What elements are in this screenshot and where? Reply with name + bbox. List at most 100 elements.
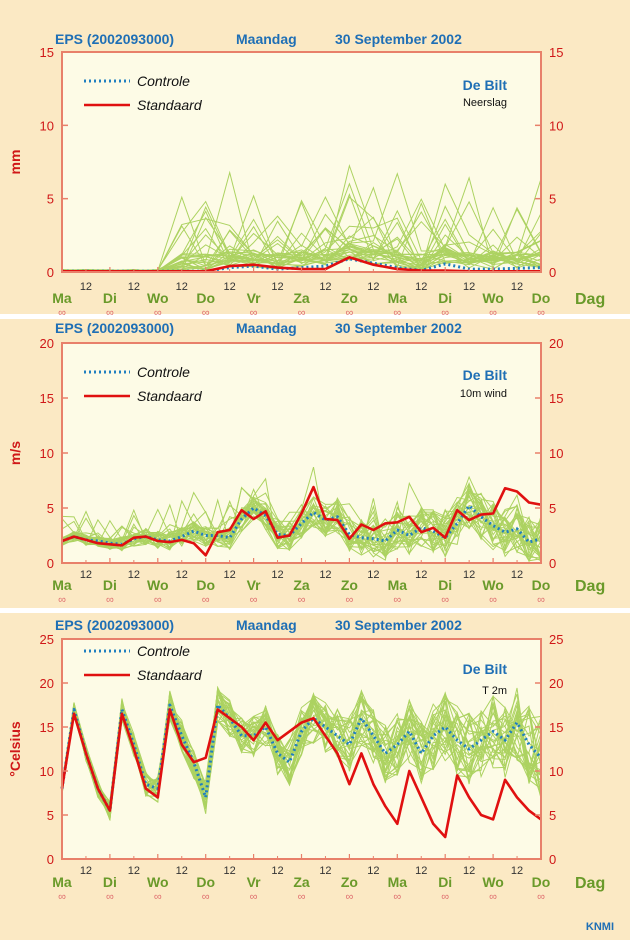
y-tick-label-left: 0: [47, 852, 54, 867]
x-day-label: Wo: [147, 290, 169, 306]
x-day-label: Za: [293, 874, 310, 890]
y-tick-label-right: 25: [549, 632, 563, 647]
x-day-label: Zo: [341, 874, 358, 890]
x-noon-label: 12: [176, 569, 188, 581]
x-noon-label: 12: [271, 281, 283, 293]
y-tick-label-right: 15: [549, 720, 563, 735]
x-noon-label: 12: [367, 865, 379, 877]
x-day-marker: ∞: [58, 307, 66, 319]
x-day-label: Wo: [482, 874, 504, 890]
series-standaard-line: [60, 708, 542, 839]
x-noon-label: 12: [511, 865, 523, 877]
x-noon-label: 12: [224, 569, 236, 581]
x-noon-label: 12: [271, 865, 283, 877]
station-name: De Bilt: [463, 661, 508, 677]
y-tick-label-left: 15: [40, 720, 54, 735]
y-tick-label-right: 20: [549, 676, 563, 691]
x-day-marker: ∞: [441, 594, 449, 606]
x-day-label: Zo: [341, 290, 358, 306]
x-noon-label: 12: [128, 865, 140, 877]
x-day-label: Wo: [147, 577, 169, 593]
x-day-marker: ∞: [345, 307, 353, 319]
chart-panel-3: EPS (2002093000) Maandag 30 September 2002…: [7, 617, 605, 903]
chart-title: EPS (2002093000): [55, 31, 174, 47]
x-day-label: Ma: [388, 577, 408, 593]
x-noon-label: 12: [511, 281, 523, 293]
x-day-marker: ∞: [58, 594, 66, 606]
panel-separator: [0, 314, 630, 319]
x-day-marker: ∞: [489, 594, 497, 606]
x-day-label: Di: [438, 577, 452, 593]
x-day-label: Di: [103, 577, 117, 593]
x-day-label: Vr: [247, 290, 262, 306]
y-tick-label-right: 0: [549, 852, 556, 867]
x-day-marker: ∞: [250, 594, 258, 606]
y-tick-label-right: 15: [549, 45, 563, 60]
x-day-marker: ∞: [489, 891, 497, 903]
chart-panel-2: EPS (2002093000) Maandag 30 September 2002…: [7, 320, 605, 606]
x-noon-label: 12: [367, 569, 379, 581]
x-day-label: Di: [103, 874, 117, 890]
ensemble-member-line: [61, 691, 542, 819]
x-day-label: Di: [438, 290, 452, 306]
x-day-label: Za: [293, 290, 310, 306]
y-tick-label-left: 20: [40, 336, 54, 351]
chart-title: EPS (2002093000): [55, 320, 174, 336]
legend-label-controle: Controle: [137, 364, 190, 380]
x-day-label: Wo: [147, 874, 169, 890]
x-noon-label: 12: [80, 281, 92, 293]
x-noon-label: 12: [463, 569, 475, 581]
chart-weekday: Maandag: [236, 320, 297, 336]
x-day-marker: ∞: [58, 891, 66, 903]
ensemble-member-line: [61, 484, 542, 550]
y-tick-label-left: 25: [40, 632, 54, 647]
x-noon-label: 12: [80, 569, 92, 581]
y-tick-label-right: 5: [549, 808, 556, 823]
x-day-marker: ∞: [441, 891, 449, 903]
x-noon-label: 12: [463, 865, 475, 877]
chart-panel-1: EPS (2002093000) Maandag 30 September 2002…: [7, 31, 605, 319]
y-axis-label: m/s: [7, 441, 23, 465]
panel-separator: [0, 608, 630, 613]
x-day-marker: ∞: [154, 307, 162, 319]
y-tick-label-left: 15: [40, 391, 54, 406]
x-noon-label: 12: [176, 281, 188, 293]
x-noon-label: 12: [176, 865, 188, 877]
y-axis-label: mm: [7, 150, 23, 175]
station-name: De Bilt: [463, 367, 508, 383]
x-noon-label: 12: [415, 569, 427, 581]
x-noon-label: 12: [128, 281, 140, 293]
y-tick-label-left: 5: [47, 501, 54, 516]
x-day-marker: ∞: [298, 594, 306, 606]
x-day-marker: ∞: [106, 594, 114, 606]
x-day-label: Ma: [388, 874, 408, 890]
chart-weekday: Maandag: [236, 31, 297, 47]
y-tick-label-left: 5: [47, 192, 54, 207]
x-day-marker: ∞: [537, 891, 545, 903]
y-tick-label-right: 0: [549, 556, 556, 571]
x-day-label: Ma: [52, 577, 72, 593]
x-day-label: Do: [532, 874, 551, 890]
y-tick-label-left: 10: [40, 446, 54, 461]
plot-area: [62, 52, 541, 272]
x-day-label: Za: [293, 577, 310, 593]
series-controle-line: [60, 703, 543, 813]
x-day-label: Do: [532, 577, 551, 593]
y-axis-label: °Celsius: [7, 721, 23, 777]
x-noon-label: 12: [367, 281, 379, 293]
x-noon-label: 12: [415, 865, 427, 877]
x-axis-label: Dag: [575, 578, 605, 595]
x-day-marker: ∞: [106, 891, 114, 903]
station-name: De Bilt: [463, 77, 508, 93]
x-day-label: Zo: [341, 577, 358, 593]
x-day-marker: ∞: [393, 891, 401, 903]
legend-label-standaard: Standaard: [137, 388, 203, 404]
y-tick-label-right: 20: [549, 336, 563, 351]
x-day-marker: ∞: [393, 594, 401, 606]
x-day-label: Do: [532, 290, 551, 306]
x-noon-label: 12: [319, 569, 331, 581]
x-day-marker: ∞: [298, 891, 306, 903]
x-day-label: Di: [438, 874, 452, 890]
chart-date: 30 September 2002: [335, 31, 462, 47]
